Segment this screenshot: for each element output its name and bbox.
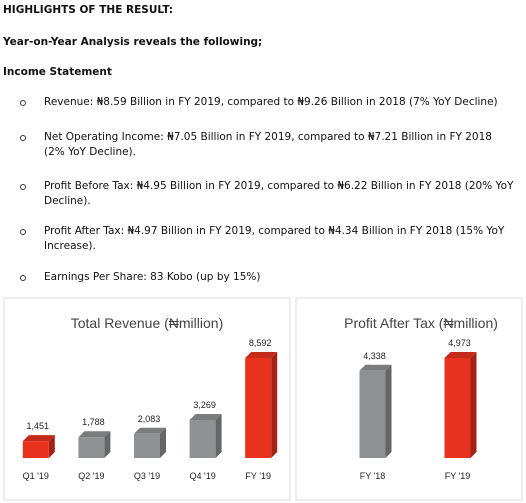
bullet: [20, 100, 26, 106]
bar-side: [271, 352, 278, 458]
bar-side: [385, 364, 392, 458]
bar-top: [22, 435, 55, 442]
x-tick-label: Q2 '19: [78, 471, 104, 481]
bullet-text: Profit Before Tax: ₦4.95 Billion in FY 2…: [44, 180, 514, 207]
bar-side: [48, 435, 55, 458]
title: HIGHLIGHTS OF THE RESULT:: [3, 4, 174, 16]
bullet-text: Profit After Tax: ₦4.97 Billion in FY 20…: [44, 225, 505, 252]
data-label: 4,973: [448, 338, 471, 348]
chart-frame: [3, 297, 291, 501]
bar-side: [470, 352, 477, 458]
bullet: [20, 135, 26, 141]
x-tick-label: Q3 '19: [134, 471, 160, 481]
bar: [245, 358, 272, 458]
chart-title: Total Revenue (₦million): [71, 315, 224, 331]
bullet: [20, 184, 26, 190]
bar-top: [134, 427, 166, 434]
x-tick-label: FY '19: [245, 471, 271, 481]
bullet-text: Earnings Per Share: 83 Kobo (up by 15%): [44, 271, 261, 283]
bar-top: [444, 352, 477, 358]
bar: [22, 441, 49, 458]
bar-top: [189, 413, 222, 420]
bar-side: [215, 413, 222, 458]
bar-side: [104, 431, 111, 458]
charts: Total Revenue (₦million) 1,451 Q1 '19 1,788…: [3, 297, 523, 501]
chart-frame: [295, 297, 523, 501]
bar-top: [78, 431, 111, 438]
subtitle: Year-on-Year Analysis reveals the follow…: [3, 36, 263, 48]
data-label: 1,788: [82, 417, 105, 427]
bullet-text: Net Operating Income: ₦7.05 Billion in F…: [44, 131, 492, 158]
bar-side: [160, 427, 166, 458]
document: HIGHLIGHTS OF THE RESULT: Year-on-Year A…: [3, 4, 514, 283]
data-label: 1,451: [27, 421, 50, 431]
bullet: [20, 229, 26, 235]
x-tick-label: FY '18: [360, 471, 386, 481]
bar: [444, 358, 471, 458]
x-tick-label: FY '19: [445, 471, 471, 481]
chart-title: Profit After Tax (₦million): [344, 315, 498, 331]
data-label: 8,592: [249, 338, 272, 348]
section-heading: Income Statement: [3, 66, 112, 78]
bar-top: [245, 352, 278, 358]
data-label: 3,269: [193, 400, 216, 410]
data-label: 2,083: [138, 414, 161, 424]
x-tick-label: Q1 '19: [23, 471, 49, 481]
bullet: [20, 275, 26, 281]
bar: [359, 370, 386, 458]
bar: [134, 433, 160, 458]
bar: [78, 437, 105, 458]
bar-top: [359, 364, 392, 371]
x-tick-label: Q4 '19: [189, 471, 215, 481]
bullet-text: Revenue: ₦8.59 Billion in FY 2019, compa…: [44, 96, 498, 108]
data-label: 4,338: [363, 351, 386, 361]
bar: [189, 419, 216, 458]
